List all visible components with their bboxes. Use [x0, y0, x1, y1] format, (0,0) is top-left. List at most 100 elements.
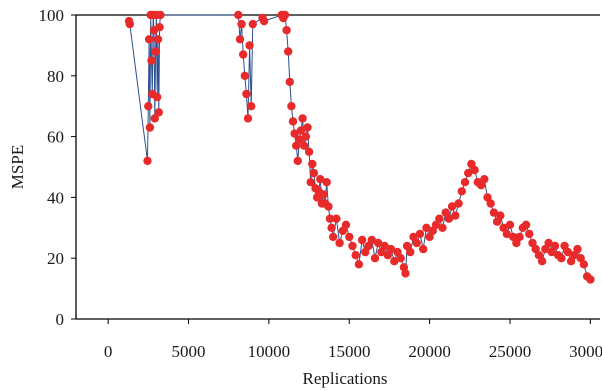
data-point [325, 214, 335, 223]
data-point [147, 56, 156, 65]
data-point [284, 47, 293, 56]
data-point [435, 214, 444, 223]
data-point [144, 102, 153, 111]
data-point [341, 220, 351, 229]
y-axis-title: MSPE [8, 145, 27, 189]
data-point [280, 10, 290, 20]
data-point [293, 156, 302, 166]
data-point [309, 168, 319, 178]
data-point [145, 123, 155, 132]
data-point [332, 214, 341, 223]
data-point [447, 202, 457, 211]
data-point [521, 220, 531, 229]
data-point [470, 165, 479, 175]
data-point [304, 147, 314, 156]
data-point [242, 89, 251, 99]
data-point [460, 178, 470, 187]
data-point [243, 114, 253, 123]
data-point [451, 211, 460, 220]
data-point [306, 178, 315, 187]
series-points [124, 10, 595, 284]
data-point [125, 19, 134, 29]
data-point [505, 220, 515, 229]
data-point [579, 260, 589, 269]
data-point [316, 175, 325, 184]
data-point [153, 35, 163, 44]
data-point [237, 19, 246, 29]
data-point [248, 19, 257, 29]
data-point [550, 241, 560, 251]
data-point [144, 35, 154, 44]
data-point [295, 135, 304, 144]
y-axis-ticks: 0 20 40 60 80 100 [39, 6, 76, 329]
data-point [345, 232, 354, 242]
data-point [480, 175, 489, 184]
y-tick-label: 20 [47, 249, 64, 268]
data-point [454, 199, 463, 208]
data-point [357, 235, 367, 245]
data-point [502, 229, 511, 239]
data-point [457, 187, 466, 196]
data-point [415, 229, 425, 239]
data-point [412, 238, 421, 248]
data-point [396, 254, 405, 263]
data-point [259, 16, 269, 26]
data-point [489, 208, 499, 217]
data-point [406, 247, 415, 257]
data-point [327, 223, 336, 232]
x-tick-label: 25000 [489, 342, 532, 361]
data-point [401, 269, 410, 278]
data-point [544, 238, 553, 248]
data-point [386, 244, 396, 254]
data-point [151, 47, 160, 56]
y-tick-label: 80 [47, 67, 64, 86]
data-point [247, 102, 256, 111]
data-point [245, 41, 254, 50]
data-point [150, 114, 159, 123]
data-point [573, 244, 582, 254]
y-tick-label: 40 [47, 188, 64, 207]
y-tick-label: 60 [47, 128, 64, 147]
data-point [486, 199, 495, 208]
data-point [290, 129, 299, 138]
data-point [380, 241, 389, 251]
data-point [335, 238, 344, 248]
data-point [496, 211, 505, 220]
data-point [239, 50, 248, 59]
data-point [324, 202, 333, 211]
data-point [235, 35, 245, 44]
x-tick-label: 10000 [248, 342, 291, 361]
data-point [515, 232, 524, 242]
data-point [154, 108, 163, 117]
x-tick-label: 20000 [408, 342, 451, 361]
data-point [525, 229, 534, 239]
data-point [285, 77, 294, 87]
data-point [155, 23, 164, 32]
data-point [298, 114, 307, 123]
data-point [374, 238, 383, 248]
data-point [296, 126, 306, 135]
data-point [464, 168, 473, 178]
data-point [300, 141, 309, 150]
y-tick-label: 0 [56, 310, 65, 329]
data-point [438, 223, 447, 232]
data-point [537, 257, 547, 266]
x-tick-label: 0 [104, 342, 113, 361]
data-point [444, 214, 454, 223]
data-point [557, 254, 566, 263]
data-point [288, 117, 298, 126]
data-point [422, 223, 431, 232]
data-point [308, 159, 317, 169]
data-point [586, 275, 595, 284]
data-point [419, 244, 428, 254]
x-axis-title: Replications [303, 369, 388, 388]
data-point [348, 241, 357, 251]
data-point [354, 260, 364, 269]
data-point [322, 178, 331, 187]
data-point [143, 156, 152, 166]
data-point [287, 102, 296, 111]
data-point [153, 92, 162, 102]
data-point [390, 257, 399, 266]
data-point [303, 123, 312, 132]
